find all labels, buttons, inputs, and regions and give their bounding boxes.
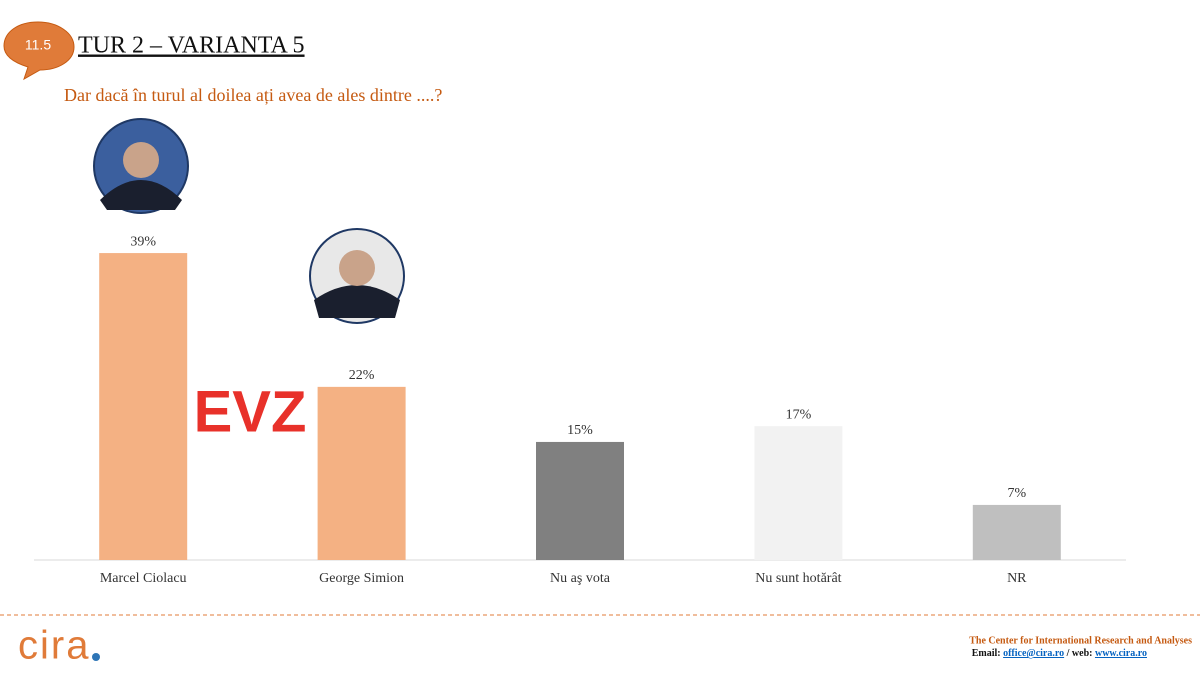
photo-figure <box>100 180 182 210</box>
watermark: EVZ <box>194 379 307 444</box>
value-label: 39% <box>130 234 156 249</box>
x-tick-label: Nu sunt hotărât <box>755 571 841 586</box>
x-tick-label: Nu aş vota <box>550 571 611 586</box>
x-tick-label: NR <box>1007 571 1027 586</box>
email-label: Email: <box>972 648 1001 659</box>
bar <box>972 504 1061 560</box>
web-label: / web: <box>1066 648 1093 659</box>
badge-bubble <box>3 21 75 81</box>
email-link[interactable]: office@cira.ro <box>1003 648 1064 659</box>
photo-face <box>339 250 375 286</box>
value-label: 17% <box>786 407 812 422</box>
x-tick-label: Marcel Ciolacu <box>100 571 187 586</box>
value-label: 15% <box>567 423 593 438</box>
photo-figure <box>314 285 400 318</box>
footer-org: The Center for International Research an… <box>969 635 1192 646</box>
photo-face <box>123 142 159 178</box>
chart-subtitle: Dar dacă în turul al doilea ați avea de … <box>64 85 442 105</box>
logo-dot <box>92 653 100 661</box>
value-label: 22% <box>349 368 375 383</box>
x-tick-label: George Simion <box>319 571 404 586</box>
bar <box>99 253 188 560</box>
footer-contact: Email: office@cira.ro / web: www.cira.ro <box>972 648 1147 659</box>
web-link[interactable]: www.cira.ro <box>1095 648 1147 659</box>
bar <box>754 426 843 560</box>
badge-text: 11.5 <box>25 37 51 53</box>
bar <box>317 386 406 560</box>
logo: cira <box>18 624 90 668</box>
bar <box>536 441 624 560</box>
bars: 39% Marcel Ciolacu 22% George Simion 15% Nu a… <box>99 234 1061 586</box>
chart-title: TUR 2 – VARIANTA 5 <box>78 33 305 59</box>
value-label: 7% <box>1007 486 1026 501</box>
